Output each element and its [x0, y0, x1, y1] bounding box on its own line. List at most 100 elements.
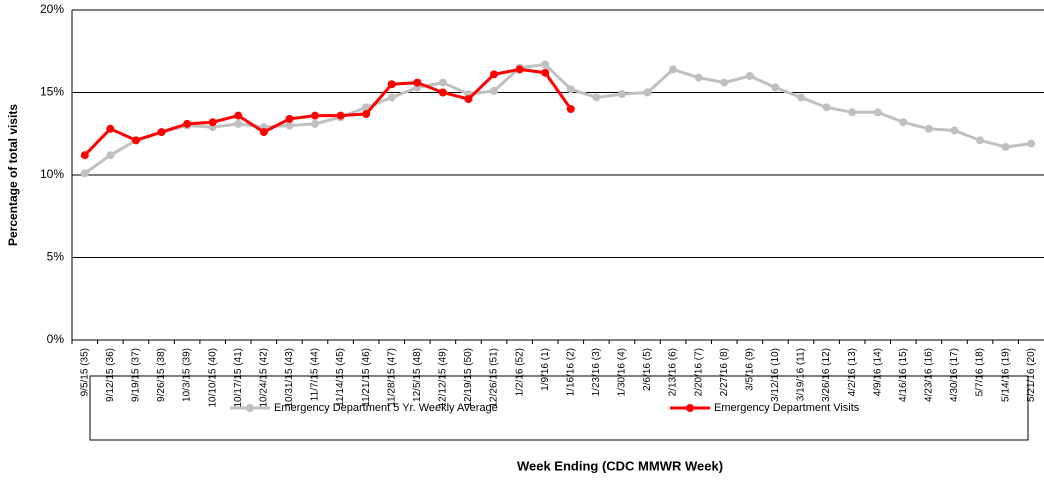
data-point: [464, 95, 473, 104]
data-point: [694, 73, 703, 82]
series-line: [83, 67, 573, 157]
data-point: [1001, 142, 1010, 151]
x-tick-label: 11/7/15 (44): [310, 348, 321, 401]
x-tick-label: 2/13/16 (6): [668, 348, 679, 396]
data-point: [311, 111, 319, 120]
data-point: [106, 124, 115, 133]
data-point: [822, 103, 831, 112]
x-tick-label: 3/12/16 (10): [770, 348, 781, 402]
data-point: [848, 108, 857, 117]
data-point: [899, 118, 908, 127]
y-axis-title: Percentage of total visits: [6, 104, 20, 246]
data-point: [183, 119, 192, 128]
data-point: [541, 60, 550, 69]
data-point: [131, 136, 140, 145]
data-point: [515, 65, 524, 74]
data-point: [438, 88, 447, 97]
x-tick-label: 1/9/16 (1): [540, 348, 551, 391]
x-tick-label: 1/30/16 (4): [617, 348, 628, 396]
x-tick-label: 2/27/16 (8): [719, 348, 730, 396]
data-point: [106, 151, 115, 160]
data-point: [592, 93, 601, 102]
x-tick-label: 5/14/16 (19): [1000, 348, 1011, 402]
x-tick-label: 9/26/15 (38): [156, 348, 167, 402]
x-tick-label: 10/17/15 (41): [233, 348, 244, 408]
data-point: [924, 124, 933, 133]
data-point: [285, 121, 294, 130]
x-tick-label: 11/21/15 (46): [361, 348, 372, 407]
data-point: [669, 65, 678, 74]
legend-label: Emergency Department Visits: [714, 402, 860, 414]
x-tick-label: 5/7/16 (18): [975, 348, 986, 396]
x-axis-title: Week Ending (CDC MMWR Week): [517, 458, 723, 473]
x-tick-label: 12/12/15 (49): [438, 348, 449, 408]
x-tick-label: 4/2/16 (13): [847, 348, 858, 396]
x-tick-label: 10/10/15 (40): [207, 348, 218, 408]
data-point: [566, 105, 575, 113]
x-tick-label: 4/16/16 (15): [898, 348, 909, 402]
x-tick-label: 4/9/16 (14): [872, 348, 883, 396]
data-point: [1027, 139, 1036, 148]
x-tick-label: 3/26/16 (12): [821, 348, 832, 402]
data-point: [643, 88, 652, 97]
data-point: [566, 85, 575, 94]
data-point: [157, 128, 166, 137]
data-point: [438, 78, 447, 87]
data-point: [234, 119, 243, 128]
x-tick-label: 12/5/15 (48): [412, 348, 423, 402]
x-tick-label: 12/26/15 (51): [489, 348, 500, 408]
x-tick-label: 10/3/15 (39): [182, 348, 193, 402]
data-point: [80, 151, 89, 160]
data-point: [311, 119, 319, 128]
legend-label: Emergency Department 5 Yr. Weekly Averag…: [274, 402, 498, 414]
x-tick-label: 1/23/16 (3): [591, 348, 602, 396]
data-point: [285, 114, 294, 123]
y-tick-label: 0%: [47, 332, 65, 346]
data-point: [745, 72, 754, 80]
x-tick-label: 12/19/15 (50): [463, 348, 474, 408]
data-point: [617, 90, 626, 99]
legend-box: [89, 375, 1029, 441]
x-tick-label: 11/14/15 (45): [335, 348, 346, 407]
data-point: [387, 80, 396, 89]
x-tick-label: 1/2/16 (52): [514, 348, 525, 396]
x-tick-label: 4/23/16 (16): [924, 348, 935, 402]
y-tick-label: 20%: [40, 2, 64, 16]
data-point: [259, 128, 268, 137]
data-point: [490, 86, 499, 95]
x-tick-label: 3/19/16 (11): [796, 348, 807, 401]
data-point: [490, 70, 499, 79]
data-point: [387, 93, 396, 102]
data-point: [541, 68, 550, 77]
data-point: [976, 136, 985, 145]
data-point: [80, 169, 89, 178]
x-tick-label: 5/21/16 (20): [1026, 348, 1037, 402]
data-point: [234, 111, 243, 120]
x-tick-label: 9/5/15 (35): [79, 348, 90, 396]
legend-marker: [686, 404, 694, 412]
y-tick-label: 10%: [40, 167, 64, 181]
series-line: [83, 62, 1032, 175]
data-point: [873, 108, 882, 117]
data-point: [771, 83, 780, 92]
x-tick-label: 2/6/16 (5): [642, 348, 653, 391]
x-tick-label: 2/20/16 (7): [693, 348, 704, 396]
x-tick-label: 3/5/16 (9): [744, 348, 755, 391]
x-tick-label: 10/24/15 (42): [258, 348, 269, 408]
data-point: [362, 109, 371, 118]
x-tick-label: 1/16/16 (2): [565, 348, 576, 396]
data-point: [413, 78, 422, 87]
x-tick-label: 9/12/15 (36): [105, 348, 116, 402]
x-tick-label: 11/28/15 (47): [386, 348, 397, 407]
x-tick-label: 4/30/16 (17): [949, 348, 960, 402]
y-tick-label: 15%: [40, 85, 64, 99]
data-point: [208, 118, 217, 127]
data-point: [720, 78, 729, 87]
data-point: [336, 111, 345, 120]
data-point: [797, 93, 805, 102]
data-point: [950, 126, 959, 135]
x-tick-label: 9/19/15 (37): [131, 348, 142, 402]
x-tick-label: 10/31/15 (43): [284, 348, 295, 408]
legend-marker: [246, 404, 254, 412]
